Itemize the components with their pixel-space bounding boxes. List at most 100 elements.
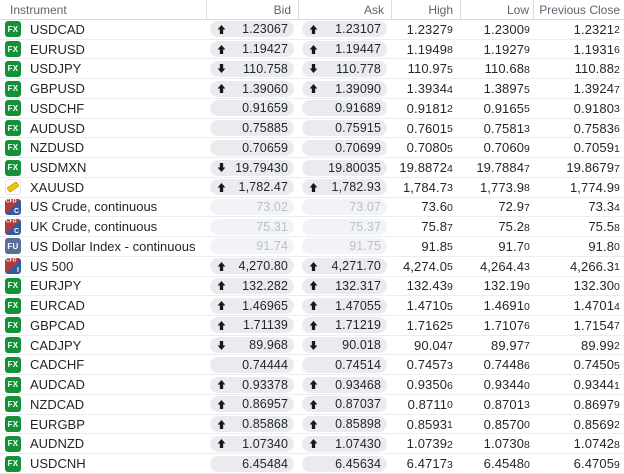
table-row[interactable]: FX AUDUSD 0.75885 0.75915 0.7601 5 0.7581… xyxy=(0,119,624,139)
high-value: 19.8872 4 xyxy=(399,160,453,175)
instrument-name: AUDUSD xyxy=(30,120,85,136)
instrument-name: US Dollar Index - continuous xyxy=(30,238,196,254)
table-row[interactable]: FU US Dollar Index - continuous 91.74 91… xyxy=(0,237,624,257)
up-arrow-icon xyxy=(309,84,318,94)
table-row[interactable]: FX AUDNZD 1.07340 1.07430 1.0739 2 1.0730… xyxy=(0,434,624,455)
table-row[interactable]: FX EURJPY 132.282 132.317 132.43 9 132.19… xyxy=(0,277,624,297)
table-row[interactable]: CFD C US Crude, continuous 73.02 73.07 73… xyxy=(0,198,624,218)
bid-button[interactable]: 0.74444 xyxy=(210,356,294,373)
ask-button[interactable]: 1.39090 xyxy=(302,80,387,97)
low-value: 0.7060 9 xyxy=(483,140,530,156)
ask-button[interactable]: 4,271.70 xyxy=(302,258,387,275)
fx-badge-icon: FX xyxy=(5,356,21,373)
cfd-commodity-icon: CFD C xyxy=(5,218,21,235)
ask-button[interactable]: 0.93468 xyxy=(302,376,387,393)
bid-button[interactable]: 4,270.80 xyxy=(210,258,294,275)
low-value: 1.0730 8 xyxy=(483,436,530,452)
ask-button[interactable]: 75.37 xyxy=(302,218,387,235)
ask-button[interactable]: 91.75 xyxy=(302,238,387,255)
table-row[interactable]: FX USDCHF 0.91659 0.91689 0.9181 2 0.9165… xyxy=(0,99,624,119)
fx-badge-icon: FX xyxy=(5,80,21,97)
ask-button[interactable]: 0.75915 xyxy=(302,120,387,137)
table-row[interactable]: FX EURGBP 0.85868 0.85898 0.8593 1 0.8570… xyxy=(0,415,624,435)
table-row[interactable]: FX CADJPY 89.968 90.018 90.04 7 89.97 7 89… xyxy=(0,336,624,356)
instrument-name: UK Crude, continuous xyxy=(30,219,158,235)
column-header-ask[interactable]: Ask xyxy=(298,0,391,19)
table-row[interactable]: FX USDCNH 6.45484 6.45634 6.4717 3 6.4548… xyxy=(0,454,624,474)
high-value: 0.7601 5 xyxy=(406,120,453,136)
bid-button[interactable]: 89.968 xyxy=(210,337,294,354)
table-row[interactable]: FX GBPCAD 1.71139 1.71219 1.7162 5 1.7107… xyxy=(0,316,624,336)
ask-button[interactable]: 73.07 xyxy=(302,198,387,215)
column-header-previous-close[interactable]: Previous Close xyxy=(533,0,624,19)
instrument-cell: CFD I US 500 xyxy=(0,257,206,276)
table-row[interactable]: FX NZDUSD 0.70659 0.70699 0.7080 5 0.7060… xyxy=(0,138,624,159)
bid-button[interactable]: 110.758 xyxy=(210,60,294,77)
table-row[interactable]: FX CADCHF 0.74444 0.74514 0.7457 3 0.7448… xyxy=(0,355,624,376)
low-value: 1.7107 6 xyxy=(483,317,530,333)
ask-button[interactable]: 1.47055 xyxy=(302,297,387,314)
ask-button[interactable]: 0.85898 xyxy=(302,416,387,433)
bid-button[interactable]: 1.39060 xyxy=(210,80,294,97)
bid-button[interactable]: 6.45484 xyxy=(210,455,294,472)
column-header-high[interactable]: High xyxy=(391,0,460,19)
ask-button[interactable]: 1.07430 xyxy=(302,435,387,452)
bid-button[interactable]: 0.70659 xyxy=(210,139,294,156)
table-row[interactable]: FX EURUSD 1.19427 1.19447 1.1949 8 1.1927… xyxy=(0,40,624,60)
down-arrow-icon xyxy=(217,64,226,74)
table-row[interactable]: FX AUDCAD 0.93378 0.93468 0.9350 6 0.9344… xyxy=(0,375,624,395)
table-row[interactable]: FX GBPUSD 1.39060 1.39090 1.3934 4 1.3897… xyxy=(0,79,624,99)
table-row[interactable]: FX NZDCAD 0.86957 0.87037 0.8711 0 0.8701… xyxy=(0,395,624,415)
bid-button[interactable]: 0.86957 xyxy=(210,396,294,413)
bid-button[interactable]: 1,782.47 xyxy=(210,179,294,196)
ask-button[interactable]: 0.91689 xyxy=(302,100,387,117)
bid-button[interactable]: 1.07340 xyxy=(210,435,294,452)
ask-button[interactable]: 1,782.93 xyxy=(302,179,387,196)
bid-button[interactable]: 1.46965 xyxy=(210,297,294,314)
up-arrow-icon xyxy=(217,84,226,94)
high-value: 110.97 5 xyxy=(407,61,453,77)
ask-button[interactable]: 19.80035 xyxy=(302,159,387,176)
table-row[interactable]: FX EURCAD 1.46965 1.47055 1.4710 5 1.4691… xyxy=(0,296,624,317)
down-arrow-icon xyxy=(309,340,318,350)
column-header-bid[interactable]: Bid xyxy=(206,0,298,19)
bid-button[interactable]: 0.75885 xyxy=(210,120,294,137)
bid-button[interactable]: 91.74 xyxy=(210,238,294,255)
ask-button[interactable]: 1.23107 xyxy=(302,21,387,38)
bid-button[interactable]: 0.93378 xyxy=(210,376,294,393)
bid-button[interactable]: 75.31 xyxy=(210,218,294,235)
bid-button[interactable]: 19.79430 xyxy=(210,159,294,176)
low-value: 75.2 8 xyxy=(498,219,530,235)
ask-button[interactable]: 6.45634 xyxy=(302,455,387,472)
up-arrow-icon xyxy=(217,182,226,192)
table-row[interactable]: XAUUSD 1,782.47 1,782.93 1,784.7 3 1,773.… xyxy=(0,178,624,198)
ask-button[interactable]: 0.74514 xyxy=(302,356,387,373)
column-header-low[interactable]: Low xyxy=(460,0,533,19)
prev-close-value: 110.88 2 xyxy=(574,61,620,77)
instrument-cell: FX AUDCAD xyxy=(0,375,206,394)
bid-button[interactable]: 1.19427 xyxy=(210,41,294,58)
table-row[interactable]: CFD C UK Crude, continuous 75.31 75.37 75… xyxy=(0,217,624,238)
high-value: 91.8 5 xyxy=(421,238,453,254)
ask-button[interactable]: 110.778 xyxy=(302,60,387,77)
ask-button[interactable]: 0.87037 xyxy=(302,396,387,413)
prev-close-value: 1.3924 7 xyxy=(573,81,620,97)
table-row[interactable]: FX USDJPY 110.758 110.778 110.97 5 110.68… xyxy=(0,59,624,80)
fx-badge-icon: FX xyxy=(5,416,21,433)
bid-button[interactable]: 73.02 xyxy=(210,198,294,215)
bid-button[interactable]: 1.71139 xyxy=(210,317,294,334)
bid-button[interactable]: 132.282 xyxy=(210,277,294,294)
bid-button[interactable]: 1.23067 xyxy=(210,21,294,38)
table-row[interactable]: FX USDCAD 1.23067 1.23107 1.2327 9 1.2300… xyxy=(0,20,624,40)
table-row[interactable]: CFD I US 500 4,270.80 4,271.70 4,274.0 5 4… xyxy=(0,257,624,277)
column-header-instrument[interactable]: Instrument xyxy=(10,2,67,17)
bid-button[interactable]: 0.91659 xyxy=(210,100,294,117)
ask-button[interactable]: 1.71219 xyxy=(302,317,387,334)
bid-button[interactable]: 0.85868 xyxy=(210,416,294,433)
table-row[interactable]: FX USDMXN 19.79430 19.80035 19.8872 4 19.… xyxy=(0,158,624,178)
ask-button[interactable]: 1.19447 xyxy=(302,41,387,58)
ask-button[interactable]: 0.70699 xyxy=(302,139,387,156)
ask-button[interactable]: 132.317 xyxy=(302,277,387,294)
prev-close-value: 0.9180 3 xyxy=(573,100,620,116)
ask-button[interactable]: 90.018 xyxy=(302,337,387,354)
